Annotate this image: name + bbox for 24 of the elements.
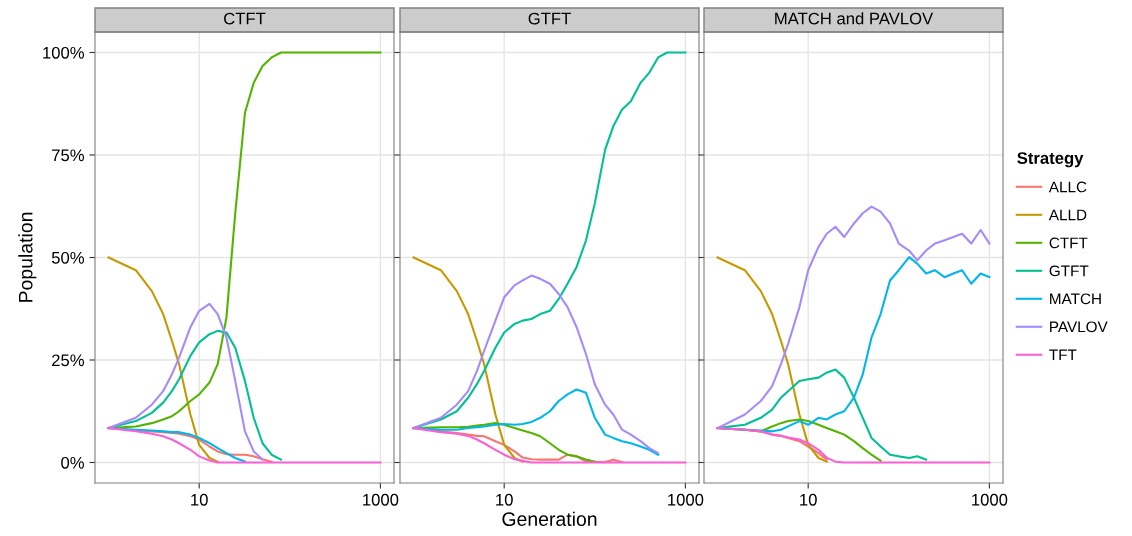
y-tick-label: 0% xyxy=(61,456,84,469)
chart-title: MATCH and PAVLOV xyxy=(775,12,934,25)
chart-title: GTFT xyxy=(528,12,571,25)
y-tick-label: 75% xyxy=(52,149,84,162)
legend-label: GTFT xyxy=(1049,265,1089,277)
legend-label: MATCH xyxy=(1050,293,1101,305)
y-tick-label: 50% xyxy=(51,251,84,264)
chart-title: CTFT xyxy=(224,12,266,25)
legend-label: PAVLOV xyxy=(1050,321,1108,333)
legend-label: TFT xyxy=(1049,349,1077,361)
x-tick-label: 10 xyxy=(496,493,513,506)
x-tick-label: 10 xyxy=(800,493,817,506)
x-tick-label: 1000 xyxy=(972,493,1008,506)
legend-label: ALLD xyxy=(1048,209,1087,221)
x-axis-title: Generation xyxy=(502,511,597,527)
x-tick-label: 1000 xyxy=(363,493,399,506)
y-tick-label: 25% xyxy=(52,354,84,367)
legend-label: CTFT xyxy=(1049,237,1088,249)
y-axis-title: Population xyxy=(18,212,37,302)
legend-label: ALLC xyxy=(1048,181,1087,193)
x-tick-label: 1000 xyxy=(668,493,704,506)
y-tick-label: 100% xyxy=(43,46,84,59)
x-tick-label: 10 xyxy=(191,493,208,506)
legend-title: Strategy xyxy=(1017,152,1084,168)
